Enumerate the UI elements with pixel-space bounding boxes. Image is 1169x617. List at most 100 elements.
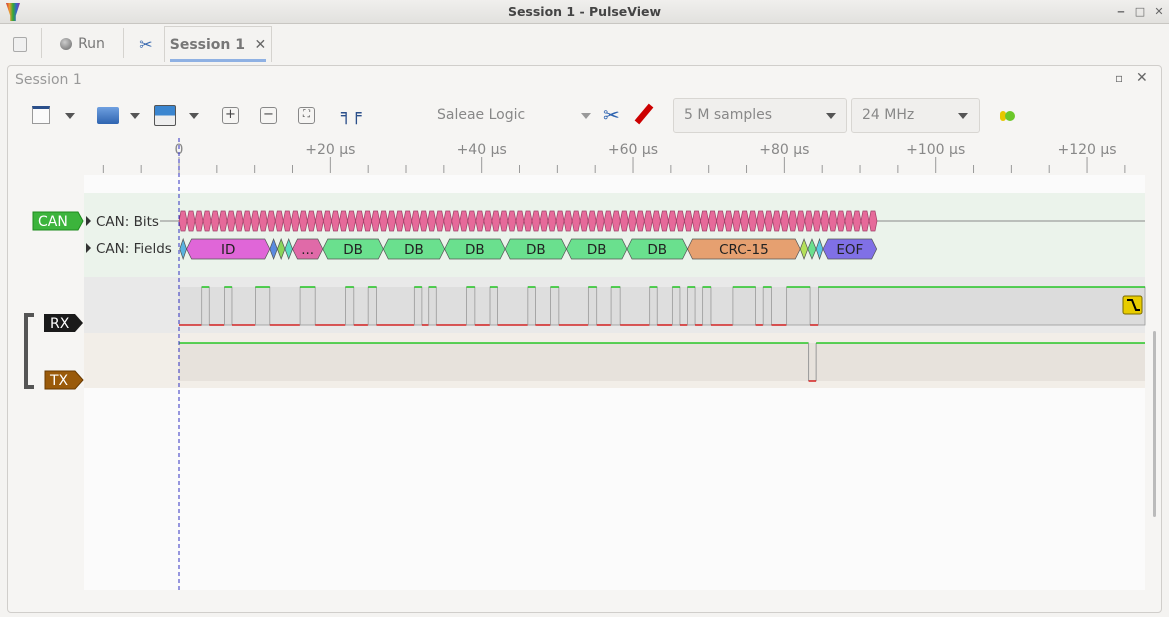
ruler-label: +40 µs <box>457 142 507 158</box>
bit-annotation <box>571 210 581 232</box>
maximize-icon[interactable]: □ <box>1134 5 1146 18</box>
close-panel-icon[interactable]: ✕ <box>1136 70 1148 86</box>
bit-annotation <box>499 210 509 232</box>
run-button[interactable]: Run <box>55 28 110 60</box>
bit-annotation <box>387 210 396 232</box>
bit-annotation <box>339 210 348 232</box>
float-panel-icon[interactable]: ▫ <box>1115 71 1124 85</box>
field-label: DB <box>465 242 485 258</box>
rx-high-fill <box>786 286 811 326</box>
bit-annotation <box>307 210 316 232</box>
decoder-row-label: CAN: Fields <box>96 241 172 257</box>
ruler-label: +80 µs <box>759 142 809 158</box>
bit-annotation <box>531 210 541 232</box>
zoom-fit-icon[interactable]: ⛶ <box>298 107 315 124</box>
bit-annotation <box>403 210 413 232</box>
save-icon[interactable] <box>154 105 176 126</box>
bit-annotation <box>411 210 421 232</box>
rx-high-fill <box>762 286 772 326</box>
pulseview-logo-icon <box>6 3 20 21</box>
rx-high-fill <box>201 286 210 326</box>
rx-high-fill <box>550 286 560 326</box>
bit-annotation <box>331 210 340 232</box>
ruler-label: +100 µs <box>906 142 965 158</box>
field-label: DB <box>343 242 363 258</box>
can-row-background <box>84 193 1145 277</box>
open-file-icon[interactable] <box>97 107 119 124</box>
title-bar: Session 1 - PulseView ‒ □ ✕ <box>0 0 1169 24</box>
bit-annotation <box>692 210 701 232</box>
tx-edge <box>808 343 817 381</box>
tab-session-1[interactable]: Session 1 ✕ <box>164 26 272 62</box>
zoom-out-icon[interactable]: − <box>260 107 277 124</box>
bit-annotation <box>451 210 461 232</box>
zoom-in-icon[interactable]: + <box>222 107 239 124</box>
cursors-icon[interactable]: ╕╒ <box>341 105 362 125</box>
settings-button[interactable]: ✂ <box>134 28 158 60</box>
trigger-edge-glyph <box>1127 299 1140 311</box>
bit-annotation <box>676 210 685 232</box>
new-view-icon[interactable] <box>32 106 50 124</box>
samplerate-value: 24 MHz <box>862 107 915 123</box>
bit-annotation <box>595 210 605 232</box>
device-selector[interactable]: Saleae Logic <box>437 107 526 123</box>
main-tab-bar: Run ✂ Session 1 ✕ <box>0 24 1169 64</box>
rx-high-fill <box>299 286 316 326</box>
channel-badge-tx <box>44 370 84 390</box>
trace-view[interactable]: 0 +20 µs +40 µs +60 µs +80 µs +100 µs +120 µs C… <box>0 135 1169 595</box>
device-dropdown-icon[interactable] <box>581 113 591 119</box>
bit-annotation <box>298 210 308 232</box>
bit-annotation <box>258 210 268 232</box>
bit-annotation <box>836 210 846 232</box>
expand-arrow-icon <box>86 243 91 253</box>
bit-annotation <box>443 210 453 232</box>
field-label: DB <box>647 242 667 258</box>
bit-annotation <box>395 210 405 232</box>
close-tab-icon[interactable]: ✕ <box>254 36 267 53</box>
new-session-button[interactable] <box>8 28 32 60</box>
channel-name: RX <box>50 316 70 332</box>
bit-annotation <box>643 210 653 232</box>
rx-high-fill <box>255 286 271 326</box>
bit-annotation <box>732 210 741 232</box>
rx-high-fill <box>818 286 1146 326</box>
rx-high-fill <box>345 286 355 326</box>
minimize-icon[interactable]: ‒ <box>1117 5 1125 18</box>
sample-count-select[interactable]: 5 M samples <box>673 98 847 133</box>
bit-annotation <box>708 210 717 232</box>
bit-annotation <box>820 210 830 232</box>
bit-annotation <box>860 210 870 232</box>
ruler-label: 0 <box>175 142 184 158</box>
configure-device-icon[interactable]: ✂ <box>603 103 620 127</box>
rx-high-fill <box>527 286 536 326</box>
new-view-dropdown-icon[interactable] <box>65 113 75 119</box>
bit-annotation <box>363 210 372 232</box>
field-label: CRC-15 <box>719 242 769 258</box>
rx-high-fill <box>367 286 377 326</box>
bit-annotation <box>716 210 725 232</box>
bit-annotation <box>523 210 533 232</box>
bit-annotation <box>627 210 637 232</box>
rx-high-fill <box>732 286 757 326</box>
ruler-label: +120 µs <box>1057 142 1116 158</box>
samplerate-select[interactable]: 24 MHz <box>851 98 980 133</box>
decoder-name: CAN <box>38 214 68 230</box>
open-dropdown-icon[interactable] <box>130 113 140 119</box>
bit-annotation <box>491 210 501 232</box>
bit-annotation <box>242 210 252 232</box>
bit-annotation <box>764 210 774 232</box>
bit-annotation <box>547 210 557 232</box>
close-window-icon[interactable]: ✕ <box>1154 5 1164 18</box>
vertical-scrollbar[interactable] <box>1153 331 1156 517</box>
field-label: DB <box>404 242 424 258</box>
save-dropdown-icon[interactable] <box>189 113 199 119</box>
bit-annotation <box>347 210 356 232</box>
bit-annotation <box>315 210 324 232</box>
bit-annotation <box>635 210 645 232</box>
bit-annotation <box>282 210 292 232</box>
bit-annotation <box>467 210 477 232</box>
bit-annotation <box>507 210 517 232</box>
tab-label: Session 1 <box>169 36 245 53</box>
bit-annotation <box>186 210 196 232</box>
add-decoder-icon[interactable] <box>998 111 1018 121</box>
